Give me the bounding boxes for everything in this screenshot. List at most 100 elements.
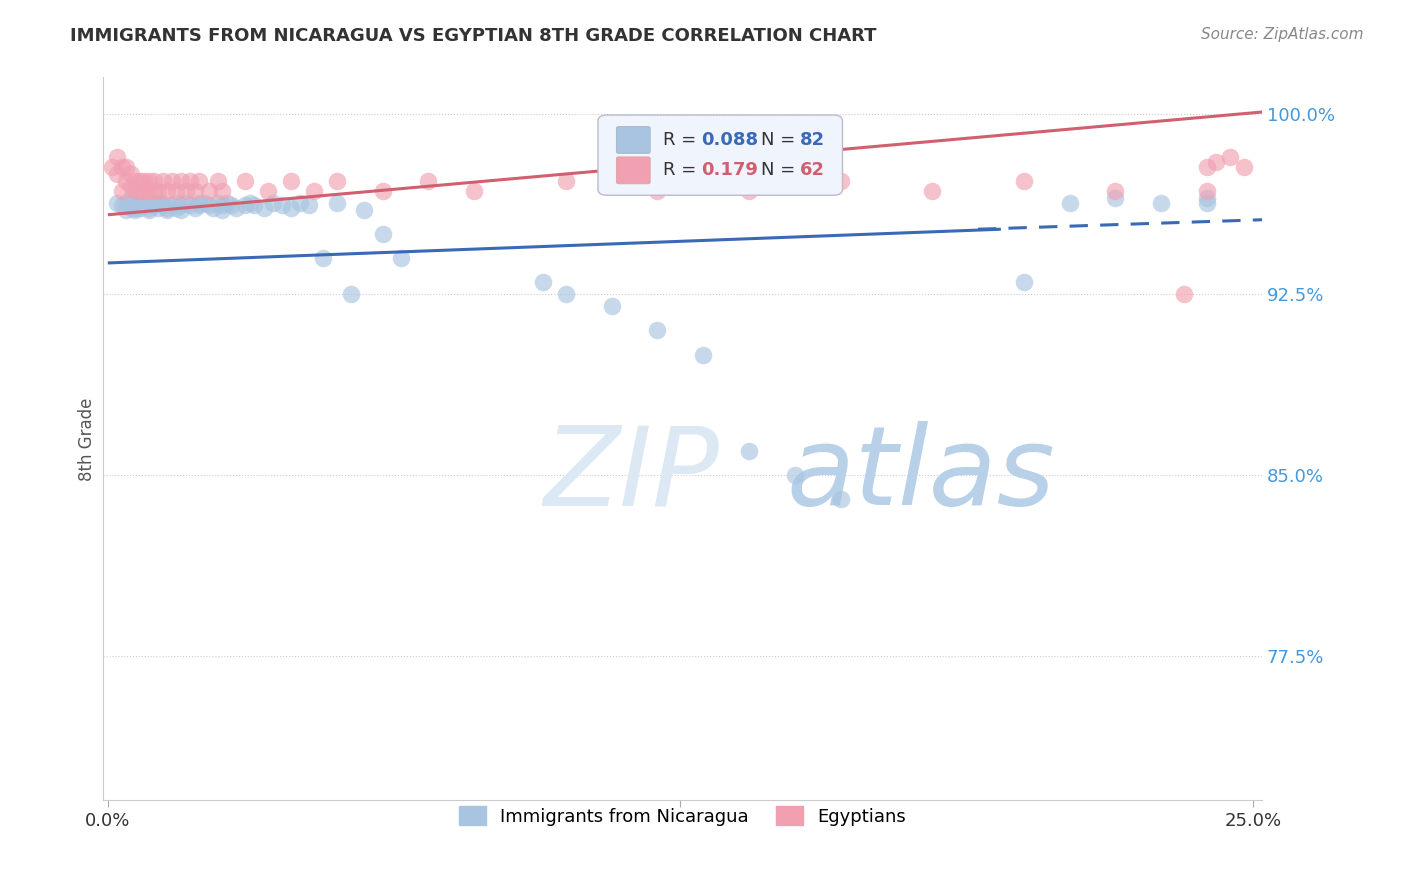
Point: [124, 195, 146, 210]
Point: [134, 174, 156, 188]
Point: [647, 184, 669, 198]
Point: [1219, 150, 1241, 164]
Point: [239, 195, 262, 210]
Point: [371, 227, 394, 241]
Point: [738, 184, 761, 198]
Point: [243, 198, 266, 212]
Point: [138, 184, 160, 198]
Point: [1195, 184, 1218, 198]
Point: [280, 201, 302, 215]
Point: [120, 191, 142, 205]
Point: [738, 443, 761, 458]
Point: [170, 174, 193, 188]
Point: [156, 201, 179, 215]
Point: [371, 184, 394, 198]
Point: [179, 198, 201, 212]
Point: [128, 184, 150, 198]
Text: N =: N =: [761, 131, 801, 149]
Point: [152, 198, 174, 212]
Text: Source: ZipAtlas.com: Source: ZipAtlas.com: [1201, 27, 1364, 42]
Point: [134, 198, 156, 212]
Point: [120, 195, 142, 210]
Point: [166, 195, 188, 210]
Point: [389, 251, 412, 265]
Text: N =: N =: [761, 161, 801, 179]
Text: 0.088: 0.088: [702, 131, 758, 149]
Point: [160, 198, 183, 212]
Point: [1195, 191, 1218, 205]
Point: [174, 184, 197, 198]
Point: [647, 323, 669, 337]
Point: [339, 287, 361, 301]
Point: [152, 174, 174, 188]
Point: [830, 174, 852, 188]
Point: [166, 184, 188, 198]
Point: [1012, 275, 1035, 289]
Point: [1232, 160, 1254, 174]
Point: [830, 491, 852, 506]
Point: [105, 195, 128, 210]
Point: [1205, 154, 1227, 169]
Point: [128, 198, 150, 212]
Point: [115, 195, 138, 210]
Y-axis label: 8th Grade: 8th Grade: [79, 397, 96, 481]
Point: [146, 195, 169, 210]
Point: [418, 174, 440, 188]
Point: [156, 202, 179, 217]
Point: [202, 201, 225, 215]
Point: [211, 198, 233, 212]
Point: [280, 174, 302, 188]
Point: [110, 184, 132, 198]
Point: [124, 174, 146, 188]
Point: [554, 174, 576, 188]
Point: [233, 174, 256, 188]
Point: [921, 184, 943, 198]
Text: 62: 62: [800, 161, 824, 179]
Legend: Immigrants from Nicaragua, Egyptians: Immigrants from Nicaragua, Egyptians: [450, 797, 915, 835]
Point: [160, 174, 183, 188]
Point: [138, 202, 160, 217]
Point: [174, 195, 197, 210]
Point: [138, 201, 160, 215]
Point: [105, 167, 128, 181]
Point: [211, 202, 233, 217]
Text: R =: R =: [662, 161, 702, 179]
FancyBboxPatch shape: [598, 115, 842, 195]
Point: [463, 184, 485, 198]
Text: IMMIGRANTS FROM NICARAGUA VS EGYPTIAN 8TH GRADE CORRELATION CHART: IMMIGRANTS FROM NICARAGUA VS EGYPTIAN 8T…: [70, 27, 877, 45]
Point: [233, 198, 256, 212]
Point: [252, 201, 274, 215]
Point: [531, 275, 554, 289]
Point: [156, 184, 179, 198]
Text: 0.179: 0.179: [702, 161, 758, 179]
Point: [142, 198, 165, 212]
Point: [215, 195, 238, 210]
Point: [1104, 184, 1126, 198]
Point: [184, 201, 207, 215]
Point: [262, 195, 284, 210]
Point: [142, 174, 165, 188]
FancyBboxPatch shape: [616, 157, 650, 184]
FancyBboxPatch shape: [616, 127, 650, 153]
Point: [110, 160, 132, 174]
Point: [128, 201, 150, 215]
Point: [152, 195, 174, 210]
Point: [207, 195, 229, 210]
Point: [124, 184, 146, 198]
Point: [353, 202, 375, 217]
Point: [184, 184, 207, 198]
Point: [120, 167, 142, 181]
Point: [207, 174, 229, 188]
Point: [115, 160, 138, 174]
Point: [166, 201, 188, 215]
Point: [197, 198, 219, 212]
Point: [188, 195, 211, 210]
Point: [193, 195, 215, 210]
Point: [1059, 195, 1081, 210]
Text: ZIP: ZIP: [544, 421, 720, 528]
Point: [134, 195, 156, 210]
Point: [188, 198, 211, 212]
Point: [128, 174, 150, 188]
Point: [146, 184, 169, 198]
Point: [554, 287, 576, 301]
